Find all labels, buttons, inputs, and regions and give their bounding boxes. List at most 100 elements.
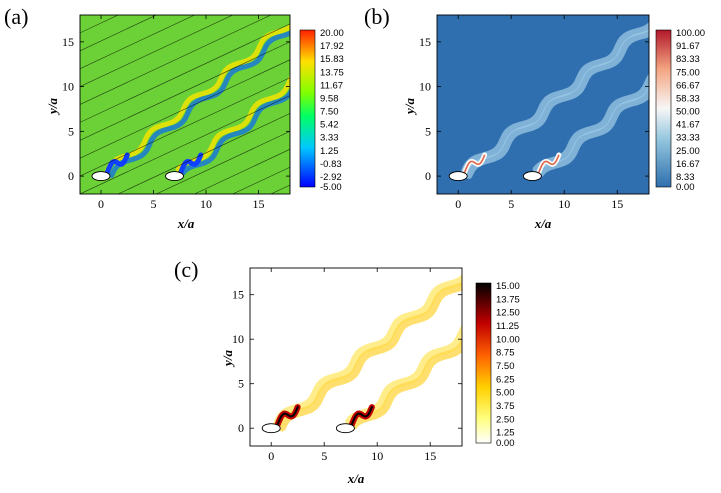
x-tick-label: 5 — [321, 449, 327, 463]
colorbar-label: 13.75 — [496, 294, 520, 305]
colorbar-label: 10.00 — [496, 334, 520, 345]
colorbar-label: 11.25 — [496, 321, 519, 332]
wake-vortex-band — [465, 29, 649, 179]
colorbar-label: 8.33 — [676, 172, 695, 183]
y-tick-label: 10 — [62, 80, 74, 94]
x-tick-label: 5 — [151, 197, 157, 211]
x-tick-label: 15 — [424, 449, 436, 463]
colorbar-label: 17.92 — [320, 41, 344, 52]
x-tick-label: 15 — [611, 197, 623, 211]
colorbar-label: 3.33 — [320, 133, 339, 144]
body-ellipse — [261, 423, 281, 434]
colorbar-label: 11.67 — [320, 80, 343, 91]
colorbar-label: 75.00 — [676, 67, 700, 78]
panel-b-xlabel: x/a — [534, 216, 552, 231]
x-tick-label: 0 — [98, 197, 104, 211]
colorbar-label: 9.58 — [320, 93, 339, 104]
colorbar-label: 20.00 — [320, 28, 344, 39]
panel-a-plot: 0 5 10 15 0 5 10 15 — [62, 14, 291, 211]
wake-vortex-band — [104, 23, 290, 174]
colorbar-a — [299, 29, 316, 188]
colorbar-c — [475, 282, 492, 444]
near-wake — [104, 152, 130, 175]
wake-vortex-band — [460, 21, 649, 175]
streamline — [80, 15, 196, 69]
colorbar-label: 5.00 — [496, 388, 515, 399]
near-wake-core — [538, 154, 560, 173]
streamline — [80, 59, 290, 159]
x-tick-label: 5 — [508, 197, 514, 211]
near-wake-core — [463, 154, 486, 173]
wake-vortex-band — [349, 337, 462, 430]
streamline — [80, 41, 290, 141]
body-ellipse — [335, 423, 355, 434]
panel-b-plot: 0 5 10 15 0 5 10 15 — [419, 14, 650, 211]
colorbar-label: -0.83 — [320, 159, 342, 170]
panel-c-plot: 0 5 10 15 0 5 10 15 — [232, 267, 463, 463]
y-tick-label: 0 — [238, 421, 244, 435]
wake-field — [273, 274, 462, 432]
streamline — [80, 15, 158, 52]
streamlines — [80, 15, 290, 194]
colorbar-label: 83.33 — [676, 54, 700, 65]
wake-vortex-band — [532, 73, 649, 173]
x-tick-label: 0 — [455, 197, 461, 211]
colorbar-label: 50.00 — [676, 107, 700, 118]
near-wake-core — [276, 406, 299, 426]
plot-frame — [249, 267, 463, 447]
plot-frame — [436, 14, 650, 195]
colorbar-label: -5.00 — [320, 182, 342, 193]
colorbar-label: 33.33 — [676, 133, 700, 144]
plot-frame — [79, 14, 291, 195]
panel-c-ylabel: y/a — [220, 350, 235, 368]
colorbar-label: 5.42 — [320, 120, 339, 131]
colorbar-label: 15.83 — [320, 54, 344, 65]
colorbar-label: 25.00 — [676, 146, 700, 157]
wake-vortex-band — [345, 325, 462, 426]
streamline — [80, 77, 290, 177]
y-tick-label: 10 — [232, 332, 244, 346]
panel-c-label: (c) — [174, 257, 198, 282]
streamline — [117, 113, 290, 194]
wake-vortex-band — [537, 85, 649, 177]
x-tick-label: 15 — [253, 197, 265, 211]
streamline — [80, 15, 81, 16]
wake-vortex-band — [278, 281, 462, 432]
colorbar-label: 66.67 — [676, 80, 700, 91]
x-tick-label: 10 — [200, 197, 212, 211]
y-tick-label: 5 — [425, 124, 431, 138]
near-wake-core — [350, 406, 373, 426]
y-tick-label: 0 — [68, 169, 74, 183]
colorbar-label: 6.25 — [496, 374, 515, 385]
x-tick-label: 0 — [268, 449, 274, 463]
body-ellipse — [522, 171, 542, 182]
x-tick-label: 10 — [558, 197, 570, 211]
colorbar-label: 2.50 — [496, 414, 515, 425]
panel-b-label: (b) — [364, 4, 390, 29]
body-ellipse — [165, 171, 184, 182]
panel-c-xlabel: x/a — [347, 471, 365, 486]
wake-vortex-band — [273, 274, 462, 428]
y-tick-label: 0 — [425, 169, 431, 183]
streamline — [80, 95, 290, 194]
colorbar-label: 7.50 — [496, 361, 515, 372]
colorbar-label: 100.00 — [676, 28, 705, 39]
streamline — [80, 15, 272, 105]
body-ellipse — [448, 171, 468, 182]
colorbar-label: -2.92 — [320, 172, 342, 183]
colorbar-label: 1.25 — [320, 146, 339, 157]
streamline — [80, 23, 290, 123]
y-tick-label: 5 — [238, 377, 244, 391]
panel-a-label: (a) — [4, 4, 28, 29]
colorbar-label: 58.33 — [676, 93, 700, 104]
colorbar-label: 91.67 — [676, 41, 700, 52]
panel-a-ylabel: y/a — [45, 98, 60, 116]
colorbar-label: 12.50 — [496, 308, 520, 319]
colorbar-label: 7.50 — [320, 107, 339, 118]
y-tick-label: 15 — [232, 288, 244, 302]
streamline — [80, 15, 234, 87]
wake-field — [460, 21, 649, 179]
colorbar-b — [655, 29, 672, 188]
panel-b-ylabel: y/a — [402, 98, 417, 116]
